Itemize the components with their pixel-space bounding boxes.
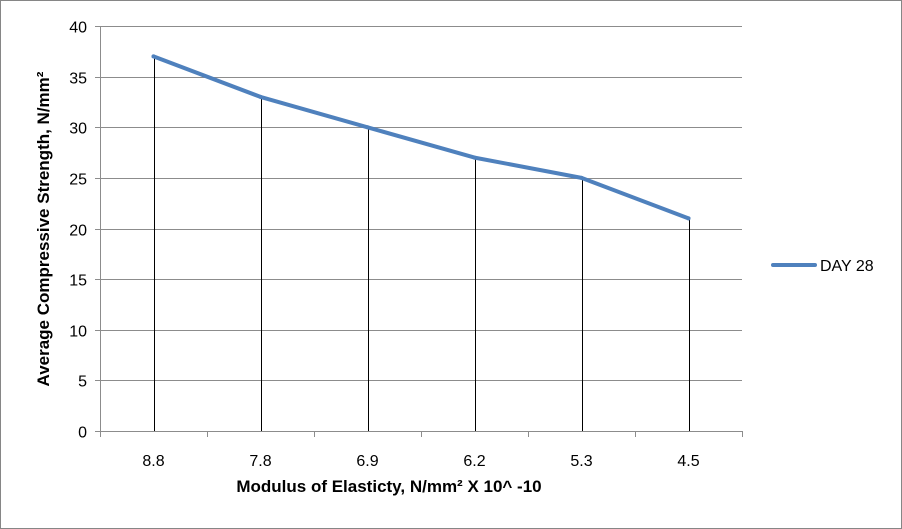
data-point-7-8 <box>258 94 263 99</box>
series <box>151 54 691 221</box>
y-tick-label-20: 20 <box>69 223 87 240</box>
data-point-5-3 <box>579 175 584 180</box>
x-tick-label-6-2: 6.2 <box>463 453 485 470</box>
series-line-day-28 <box>151 54 691 221</box>
legend-label-day-28: DAY 28 <box>820 258 874 275</box>
y-tick-label-15: 15 <box>69 273 87 290</box>
y-tick-label-0: 0 <box>78 425 87 442</box>
x-tick-labels: 8.8 7.8 6.9 6.2 5.3 4.5 <box>142 453 699 470</box>
y-axis-title: Average Compressive Strength, N/mm² <box>34 71 53 386</box>
x-tick-label-6-9: 6.9 <box>356 453 378 470</box>
y-tick-label-40: 40 <box>69 20 87 37</box>
legend: DAY 28 <box>771 258 874 275</box>
data-point-6-2 <box>472 155 477 160</box>
y-tick-label-35: 35 <box>69 71 87 88</box>
y-tick-label-10: 10 <box>69 324 87 341</box>
x-tick-label-4-5: 4.5 <box>677 453 699 470</box>
x-tick-label-5-3: 5.3 <box>570 453 592 470</box>
drop-lines <box>154 56 690 431</box>
x-tick-label-8-8: 8.8 <box>142 453 164 470</box>
data-point-8-8 <box>151 54 156 59</box>
data-point-6-9 <box>365 125 370 130</box>
x-axis-title: Modulus of Elasticty, N/mm² X 10^ -10 <box>236 477 541 496</box>
y-tick-label-25: 25 <box>69 172 87 189</box>
axes <box>95 26 743 437</box>
y-tick-labels: 0 5 10 15 20 25 30 35 40 <box>69 20 87 442</box>
data-point-4-5 <box>686 216 691 221</box>
y-tick-label-5: 5 <box>78 374 87 391</box>
y-tick-label-30: 30 <box>69 121 87 138</box>
x-tick-label-7-8: 7.8 <box>249 453 271 470</box>
